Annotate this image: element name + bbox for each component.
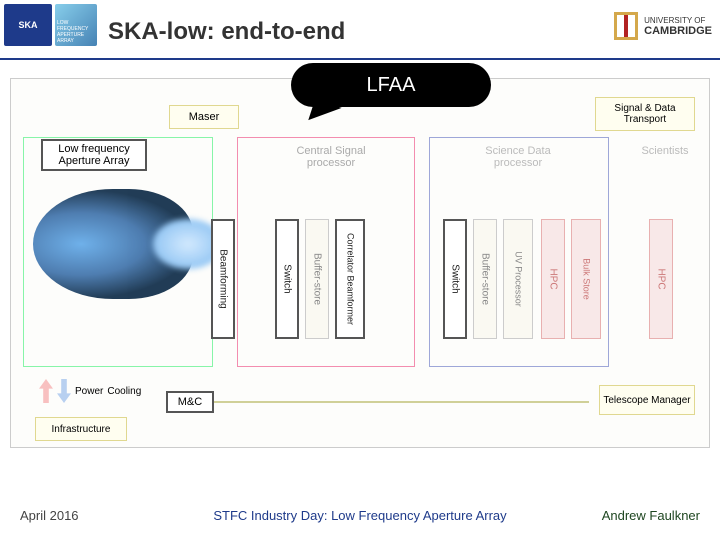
slide-title: SKA-low: end-to-end [108, 18, 345, 46]
switch2-block: Switch [443, 219, 467, 339]
lfaa-label-box: Low frequency Aperture Array [41, 139, 147, 171]
bufstore1-label: Buffer-store [312, 253, 323, 305]
mc-box: M&C [166, 391, 214, 413]
uv-block: UV Processor [503, 219, 533, 339]
slide-footer: April 2016 STFC Industry Day: Low Freque… [0, 490, 720, 540]
telescope-manager-box: Telescope Manager [599, 385, 695, 415]
power-arrow-icon [39, 379, 53, 403]
bulkstore-block: Bulk Store [571, 219, 601, 339]
antenna-array-image [33, 189, 193, 299]
lfaa-logo: LOW FREQUENCY APERTURE ARRAY [55, 4, 97, 46]
sdp-label: Science Data processor [463, 145, 573, 169]
cooling-arrow-icon [57, 379, 71, 403]
bufstore2-label: Buffer-store [480, 253, 491, 305]
cambridge-name: CAMBRIDGE [644, 25, 712, 37]
bulkstore-label: Bulk Store [582, 258, 591, 300]
maser-box: Maser [169, 105, 239, 129]
pipeline-row: Beamforming Switch Buffer-store Correlat… [211, 209, 691, 349]
architecture-diagram: LFAA Maser Signal & Data Transport Low f… [10, 78, 710, 448]
scientists-label: Scientists [633, 145, 697, 157]
cooling-label: Cooling [107, 386, 141, 397]
switch2-label: Switch [450, 264, 461, 293]
switch1-block: Switch [275, 219, 299, 339]
beamforming-label: Beamforming [218, 249, 229, 308]
footer-date: April 2016 [20, 508, 160, 523]
slide-header: SKA LOW FREQUENCY APERTURE ARRAY SKA-low… [0, 0, 720, 60]
correlator-label: Correlator Beamformer [346, 233, 355, 325]
ska-logo: SKA [4, 4, 52, 46]
correlator-block: Correlator Beamformer [335, 219, 365, 339]
hpc1-block: HPC [541, 219, 565, 339]
cambridge-uni-text: UNIVERSITY OF [644, 16, 712, 25]
signal-transport-box: Signal & Data Transport [595, 97, 695, 131]
bufstore2-block: Buffer-store [473, 219, 497, 339]
hpc2-label: HPC [656, 268, 667, 289]
footer-author: Andrew Faulkner [560, 508, 700, 523]
mc-connector-line [214, 401, 589, 403]
cambridge-logo: UNIVERSITY OF CAMBRIDGE [614, 12, 712, 40]
power-cooling-arrows: Power Cooling [39, 379, 141, 403]
power-label: Power [75, 386, 103, 397]
hpc1-label: HPC [548, 268, 559, 289]
infrastructure-box: Infrastructure [35, 417, 127, 441]
beamforming-block: Beamforming [211, 219, 235, 339]
bufstore1-block: Buffer-store [305, 219, 329, 339]
hpc2-block: HPC [649, 219, 673, 339]
cambridge-shield-icon [614, 12, 638, 40]
csp-label: Central Signal processor [271, 145, 391, 169]
switch1-label: Switch [282, 264, 293, 293]
uv-label: UV Processor [514, 251, 523, 307]
footer-title: STFC Industry Day: Low Frequency Apertur… [160, 508, 560, 523]
